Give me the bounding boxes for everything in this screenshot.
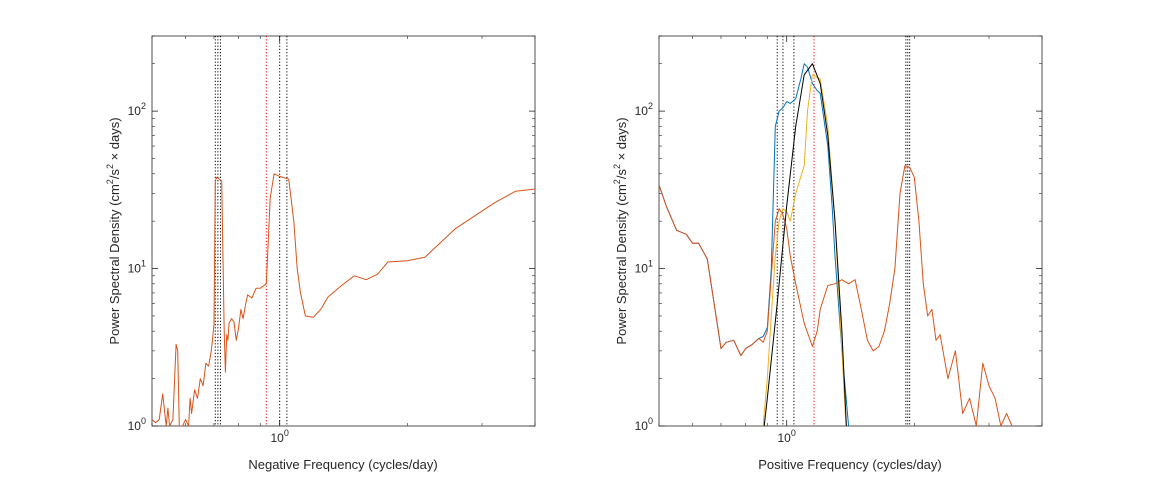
- left-x-tick-label-0: 100: [270, 428, 288, 445]
- right-y-tick-label-exp-2: 2: [648, 101, 653, 111]
- right-y-axis-title: Power Spectral Density (cm2/s2 × days): [612, 117, 629, 344]
- left-y-tick-label-exp-1: 1: [141, 259, 146, 269]
- right-series-line-3: [763, 63, 847, 426]
- right-y-tick-label-0: 100: [635, 416, 653, 433]
- left-y-tick-label-base-0: 10: [128, 419, 142, 433]
- right-y-tick-label-base-1: 10: [635, 262, 649, 276]
- right-y-tick-label-1: 101: [635, 259, 653, 276]
- right-series-line-2: [762, 74, 847, 426]
- right-y-tick-label-base-2: 10: [635, 104, 649, 118]
- left-x-axis-title: Negative Frequency (cycles/day): [248, 457, 437, 472]
- right-x-tick-label-0: 100: [777, 428, 795, 445]
- left-y-axis-title: Power Spectral Density (cm2/s2 × days): [105, 117, 122, 344]
- right-series-line-1: [659, 165, 1013, 426]
- left-x-tick-label-base-0: 10: [270, 431, 284, 445]
- left-y-tick-label-1: 101: [128, 259, 146, 276]
- right-x-tick-label-exp-0: 0: [791, 428, 796, 438]
- left-y-tick-label-base-1: 10: [128, 262, 142, 276]
- right-y-tick-label-base-0: 10: [635, 419, 649, 433]
- left-plot-area: [152, 36, 535, 426]
- right-axes-box: [658, 35, 1043, 427]
- right-panel: Positive Frequency (cycles/day) Power Sp…: [612, 35, 1043, 472]
- left-y-tick-label-base-2: 10: [128, 104, 142, 118]
- right-plot-area: [659, 36, 1013, 426]
- right-y-tick-label-exp-1: 1: [648, 259, 653, 269]
- left-y-tick-label-0: 100: [128, 416, 146, 433]
- left-y-tick-label-exp-0: 0: [141, 416, 146, 426]
- right-x-axis-title: Positive Frequency (cycles/day): [758, 457, 942, 472]
- left-series-line-0: [152, 173, 535, 426]
- left-panel: Negative Frequency (cycles/day) Power Sp…: [105, 35, 536, 472]
- right-y-tick-label-2: 102: [635, 101, 653, 118]
- left-y-tick-label-exp-2: 2: [141, 101, 146, 111]
- right-x-tick-label-base-0: 10: [777, 431, 791, 445]
- left-y-tick-label-2: 102: [128, 101, 146, 118]
- left-axes-box: [151, 35, 536, 427]
- right-y-tick-label-exp-0: 0: [648, 416, 653, 426]
- left-x-tick-label-exp-0: 0: [284, 428, 289, 438]
